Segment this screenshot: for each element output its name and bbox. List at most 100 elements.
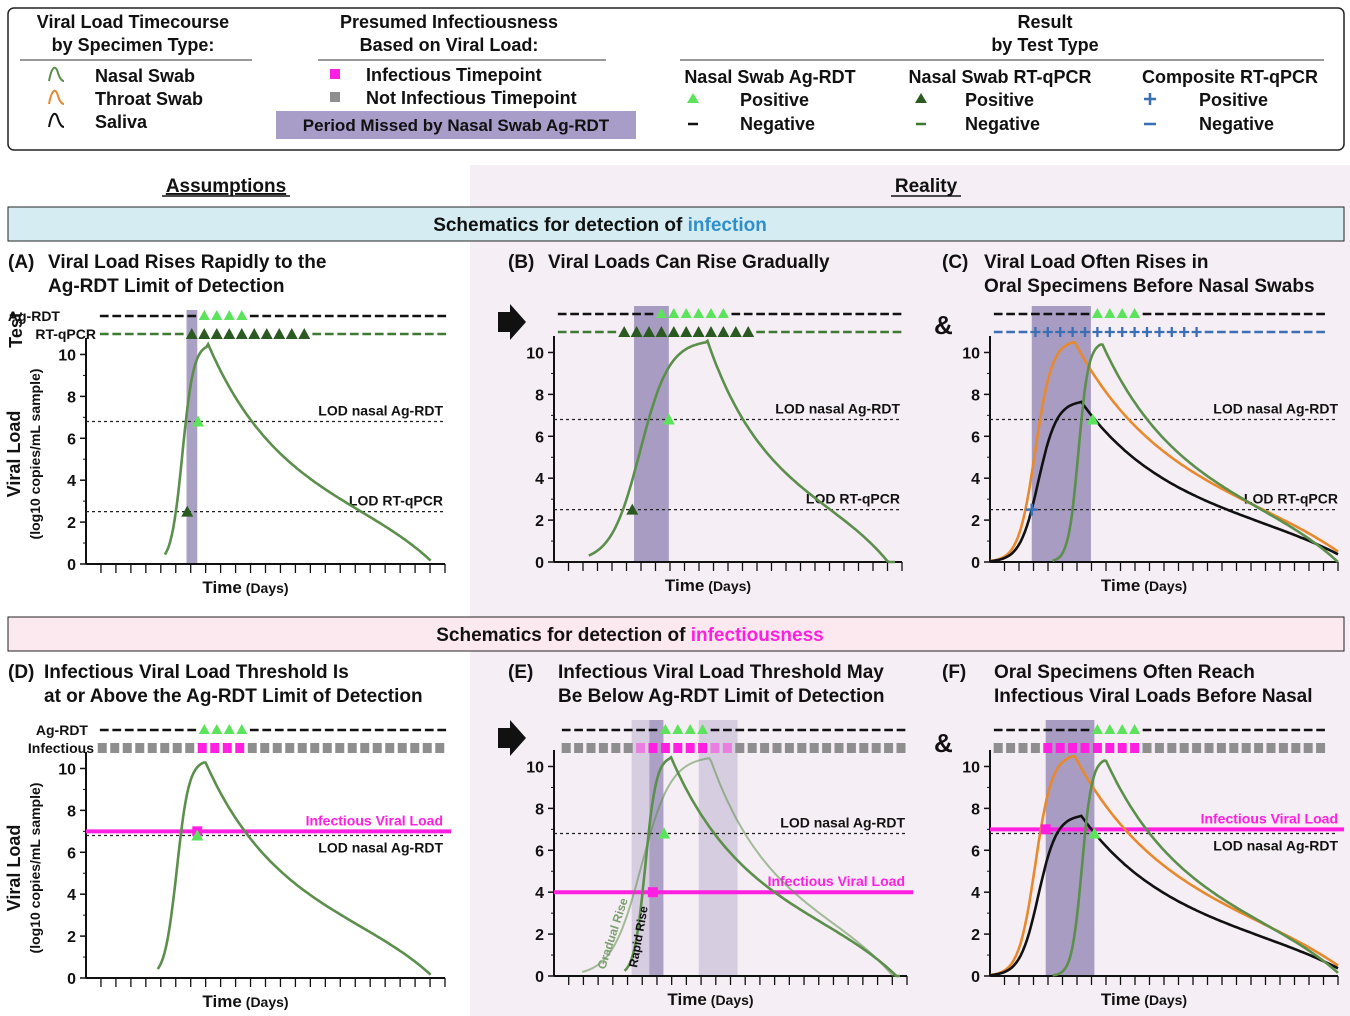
not-infectious-marker [822,743,832,753]
ag-rdt-positive-marker [655,308,667,318]
legend-specimen-list: Nasal Swab Throat Swab Saliva [48,66,203,132]
not-infectious-marker [1179,743,1189,753]
panel-tag: (A) [8,252,34,273]
ag-rdt-positive-marker [198,724,210,734]
not-infectious-marker [1216,743,1226,753]
y-axis-label-units: (log10 copies/mL sample) [27,369,43,540]
y-tick-label: 8 [67,803,76,820]
panel-tag: (B) [508,252,534,273]
ampersand: & [934,310,953,340]
ag-rdt-positive-marker [672,724,684,734]
y-tick-label: 6 [971,429,980,446]
rapid-rise-curve [623,755,900,978]
legend-pcr-positive: Positive [965,90,1034,110]
rt-qpcr-positive-marker [692,326,705,337]
not-infectious-marker [160,743,170,753]
rt-qpcr-positive-marker [260,328,273,339]
arrow-right-icon [498,304,526,340]
panel-title-line2: Be Below Ag-RDT Limit of Detection [558,686,885,707]
x-axis-label: Time (Days) [202,992,288,1011]
ag-rdt-positive-marker [659,724,671,734]
ag-rdt-positive-marker [223,724,235,734]
not-infectious-marker [185,743,195,753]
y-tick-label: 4 [535,471,544,488]
not-infectious-marker [1154,743,1164,753]
not-infectious-marker [310,743,320,753]
nasal-swab-curve [588,338,895,564]
not-infectious-marker [135,743,145,753]
rt-qpcr-positive-marker [655,326,668,337]
nasal-swab-curve [1052,759,1339,977]
y-tick-label: 4 [67,473,76,490]
composite-positive-marker [1129,327,1140,337]
pcr-positive-triangle-icon [915,93,927,103]
legend-col3-title-line2: by Test Type [991,35,1098,55]
rt-qpcr-positive-marker [298,328,311,339]
banner-infectiousness-prefix: Schematics for detection of [436,625,690,646]
panel-tag: (E) [508,662,533,683]
infectious-marker [235,743,245,753]
not-infectious-marker [586,743,596,753]
threshold-label: Infectious Viral Load [768,873,905,889]
panel-tag: (F) [942,662,966,683]
x-axis-label-time: Time [202,992,241,1011]
legend-col2-title-line2: Based on Viral Load: [360,35,539,55]
composite-positive-marker [1092,327,1103,337]
legend-composite-negative: Negative [1199,114,1274,134]
rt-qpcr-positive-marker [235,328,248,339]
rt-qpcr-positive-marker [285,328,298,339]
panel-title-line1: Viral Loads Can Rise Gradually [548,252,830,273]
not-infectious-marker [809,743,819,753]
not-infectious-marker [372,743,382,753]
x-axis-label-unit: (Days) [708,578,751,594]
infectious-marker [1080,743,1090,753]
y-tick-label: 6 [67,845,76,862]
not-infectious-marker [172,743,182,753]
threshold-label: Infectious Viral Load [306,812,443,828]
infectious-marker [1092,743,1102,753]
legend-throat-swab: Throat Swab [95,89,203,109]
y-tick-label: 4 [67,887,76,904]
legend-nasal-swab: Nasal Swab [95,66,195,86]
x-axis-label-time: Time [1101,990,1140,1009]
x-axis-label: Time (Days) [1101,576,1187,595]
y-tick-label: 2 [535,927,544,944]
legend-col3-title-line1: Result [1017,12,1072,32]
not-infectious-marker [322,743,332,753]
not-infectious-marker [422,743,432,753]
infectious-marker [1117,743,1127,753]
infectious-marker [222,743,232,753]
panel-title-line1: Infectious Viral Load Threshold May [558,662,884,683]
composite-positive-marker [1030,327,1041,337]
ampersand: & [934,728,953,758]
missed-period-band [186,310,198,564]
legend-pcr-negative: Negative [965,114,1040,134]
ag-rdt-positive-marker [668,308,680,318]
ag-rdt-detection-marker [1086,413,1099,425]
not-infectious-marker [335,743,345,753]
nasal-swab-curve [1052,343,1339,563]
rt-qpcr-positive-marker [680,326,693,337]
missed-period-swatch [276,111,636,139]
test-row-label: Ag-RDT [8,308,61,324]
ag-rdt-detection-marker [192,415,205,427]
composite-positive-marker [1179,327,1190,337]
not-infectious-marker [1291,743,1301,753]
not-infectious-marker [1142,743,1152,753]
ag-rdt-positive-marker [1091,308,1103,318]
y-tick-label: 2 [67,929,76,946]
y-tick-label: 6 [535,429,544,446]
infectious-threshold-marker [1040,824,1051,835]
y-tick-label: 2 [971,927,980,944]
infectious-marker [636,743,646,753]
y-tick-label: 0 [535,969,544,986]
not-infectious-marker [623,743,633,753]
rt-qpcr-positive-marker [223,328,236,339]
panel-title-line1: Viral Load Often Rises in [984,252,1209,273]
not-infectious-marker [1204,743,1214,753]
not-infectious-marker [1167,743,1177,753]
infectious-marker [698,743,708,753]
infectious-marker [722,743,732,753]
y-tick-label: 0 [971,555,980,572]
not-infectious-marker [760,743,770,753]
